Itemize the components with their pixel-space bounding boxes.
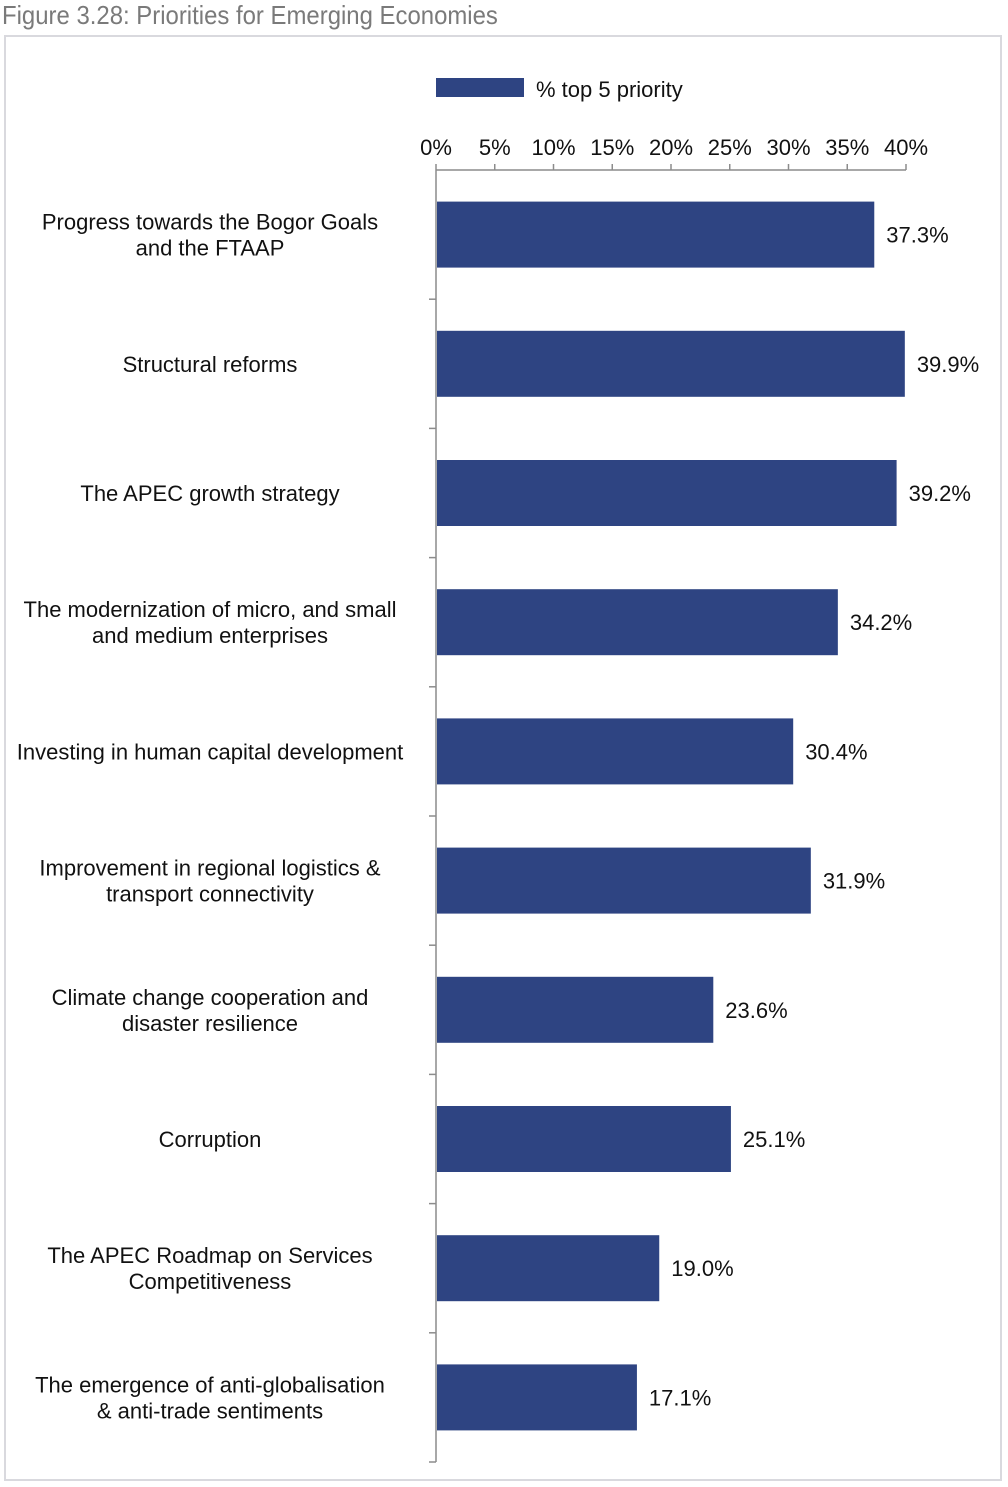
bar-value-label: 30.4% (805, 739, 867, 764)
x-tick-label: 10% (531, 135, 575, 160)
category-label: transport connectivity (106, 882, 314, 907)
x-tick-label: 30% (766, 135, 810, 160)
legend-label: % top 5 priority (536, 77, 683, 102)
chart-frame (4, 35, 1002, 1481)
legend: % top 5 priority (436, 77, 683, 102)
bar-value-label: 17.1% (649, 1385, 711, 1410)
bar-value-label: 25.1% (743, 1127, 805, 1152)
x-tick-label: 15% (590, 135, 634, 160)
category-label: The APEC Roadmap on Services (47, 1243, 372, 1268)
bar-value-label: 39.9% (917, 352, 979, 377)
x-tick-label: 40% (884, 135, 928, 160)
bar (437, 460, 897, 526)
bar (437, 1106, 731, 1172)
category-label: and medium enterprises (92, 623, 328, 648)
category-label: Improvement in regional logistics & (39, 856, 380, 881)
bar (437, 1364, 637, 1431)
bar (437, 718, 794, 785)
bar (437, 847, 811, 914)
x-tick-label: 5% (479, 135, 511, 160)
x-tick-label: 0% (420, 135, 452, 160)
x-tick-label: 35% (825, 135, 869, 160)
category-label: Structural reforms (123, 352, 298, 377)
bars: 37.3% 39.9% 39.2% 34.2% 30.4% 31.9% 23.6% 25.1%… (437, 201, 979, 1431)
bar-value-label: 19.0% (671, 1256, 733, 1281)
bar (437, 330, 905, 397)
category-label: The APEC growth strategy (80, 481, 339, 506)
category-label: Progress towards the Bogor Goals (42, 210, 378, 235)
bar (437, 201, 875, 268)
x-axis: 0% 5% 10% 15% 20% 25% 30% 35% 40% (420, 135, 928, 1463)
category-label: Corruption (159, 1127, 262, 1152)
x-tick-label: 20% (649, 135, 693, 160)
bar (437, 976, 714, 1043)
bar-value-label: 39.2% (909, 481, 971, 506)
category-label: and the FTAAP (136, 236, 285, 261)
bar-value-label: 34.2% (850, 610, 912, 635)
bar-value-label: 31.9% (823, 869, 885, 894)
legend-swatch (436, 78, 524, 97)
category-label: The emergence of anti-globalisation (35, 1372, 385, 1397)
bar (437, 1235, 660, 1302)
x-tick-label: 25% (708, 135, 752, 160)
category-label: & anti-trade sentiments (97, 1398, 323, 1423)
bar-value-label: 23.6% (725, 998, 787, 1023)
category-label: The modernization of micro, and small (24, 597, 397, 622)
bar-value-label: 37.3% (886, 223, 948, 248)
category-label: disaster resilience (122, 1011, 298, 1036)
figure-title: Figure 3.28: Priorities for Emerging Eco… (2, 0, 498, 30)
category-label: Climate change cooperation and (52, 985, 369, 1010)
category-label: Competitiveness (129, 1269, 292, 1294)
category-label: Investing in human capital development (17, 739, 403, 764)
bar (437, 589, 838, 656)
